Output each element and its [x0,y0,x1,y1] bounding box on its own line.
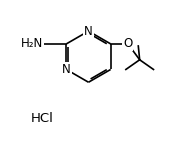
Text: O: O [123,37,133,50]
Text: HCl: HCl [30,112,53,125]
Text: N: N [62,63,71,76]
Text: N: N [84,25,93,38]
Text: H₂N: H₂N [21,37,44,50]
